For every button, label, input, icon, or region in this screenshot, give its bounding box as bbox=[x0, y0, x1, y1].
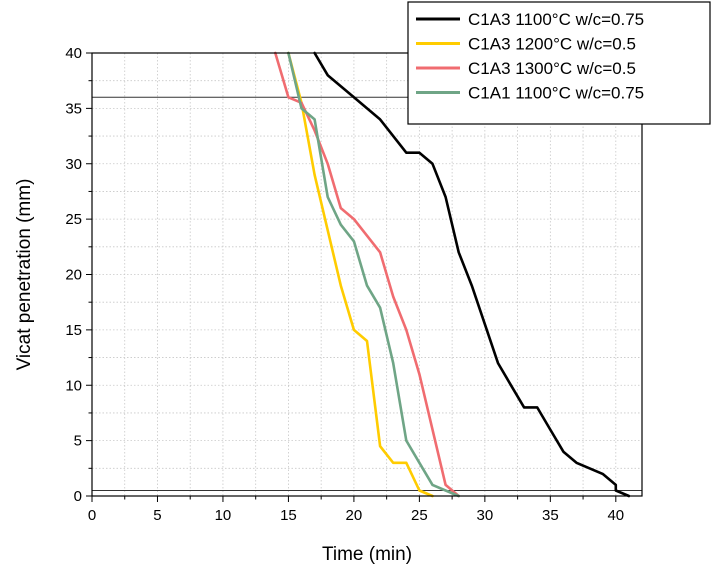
y-tick-label: 35 bbox=[65, 100, 82, 117]
y-tick-label: 30 bbox=[65, 156, 82, 173]
y-tick-label: 0 bbox=[74, 488, 82, 505]
x-axis-title: Time (min) bbox=[322, 544, 412, 565]
series-line-4 bbox=[287, 51, 461, 498]
x-tick-label: 0 bbox=[88, 507, 96, 524]
legend-label: C1A3 1200°C w/c=0.5 bbox=[468, 35, 636, 54]
y-tick-label: 5 bbox=[74, 433, 82, 450]
x-tick-label: 15 bbox=[280, 507, 297, 524]
legend-box bbox=[407, 1, 711, 125]
y-tick-label: 40 bbox=[65, 45, 82, 62]
reference-lines bbox=[92, 96, 642, 491]
x-tick-label: 35 bbox=[542, 507, 559, 524]
legend-label: C1A3 1300°C w/c=0.5 bbox=[468, 59, 636, 78]
y-tick-label: 10 bbox=[65, 377, 82, 394]
tick-labels: 0 5 10 15 20 25 30 35 40 0 5 10 15 20 25 30 35 40 bbox=[65, 45, 624, 524]
y-axis-title: Vicat penetration (mm) bbox=[14, 179, 35, 371]
legend-label: C1A1 1100°C w/c=0.75 bbox=[468, 84, 644, 103]
y-tick-label: 25 bbox=[65, 211, 82, 228]
legend-label: C1A3 1100°C w/c=0.75 bbox=[468, 10, 644, 29]
x-tick-label: 20 bbox=[346, 507, 363, 524]
y-tick-label: 15 bbox=[65, 322, 82, 339]
x-tick-label: 5 bbox=[153, 507, 161, 524]
y-tick-label: 20 bbox=[65, 267, 82, 284]
series-line-2 bbox=[287, 51, 434, 498]
x-tick-label: 40 bbox=[607, 507, 624, 524]
x-tick-label: 30 bbox=[477, 507, 494, 524]
x-tick-label: 10 bbox=[215, 507, 232, 524]
legend: C1A3 1100°C w/c=0.75 C1A3 1200°C w/c=0.5 C… bbox=[407, 1, 711, 125]
series-line-1 bbox=[313, 51, 631, 498]
series-lines bbox=[273, 51, 631, 498]
x-tick-label: 25 bbox=[411, 507, 428, 524]
axis-ticks bbox=[86, 52, 617, 502]
